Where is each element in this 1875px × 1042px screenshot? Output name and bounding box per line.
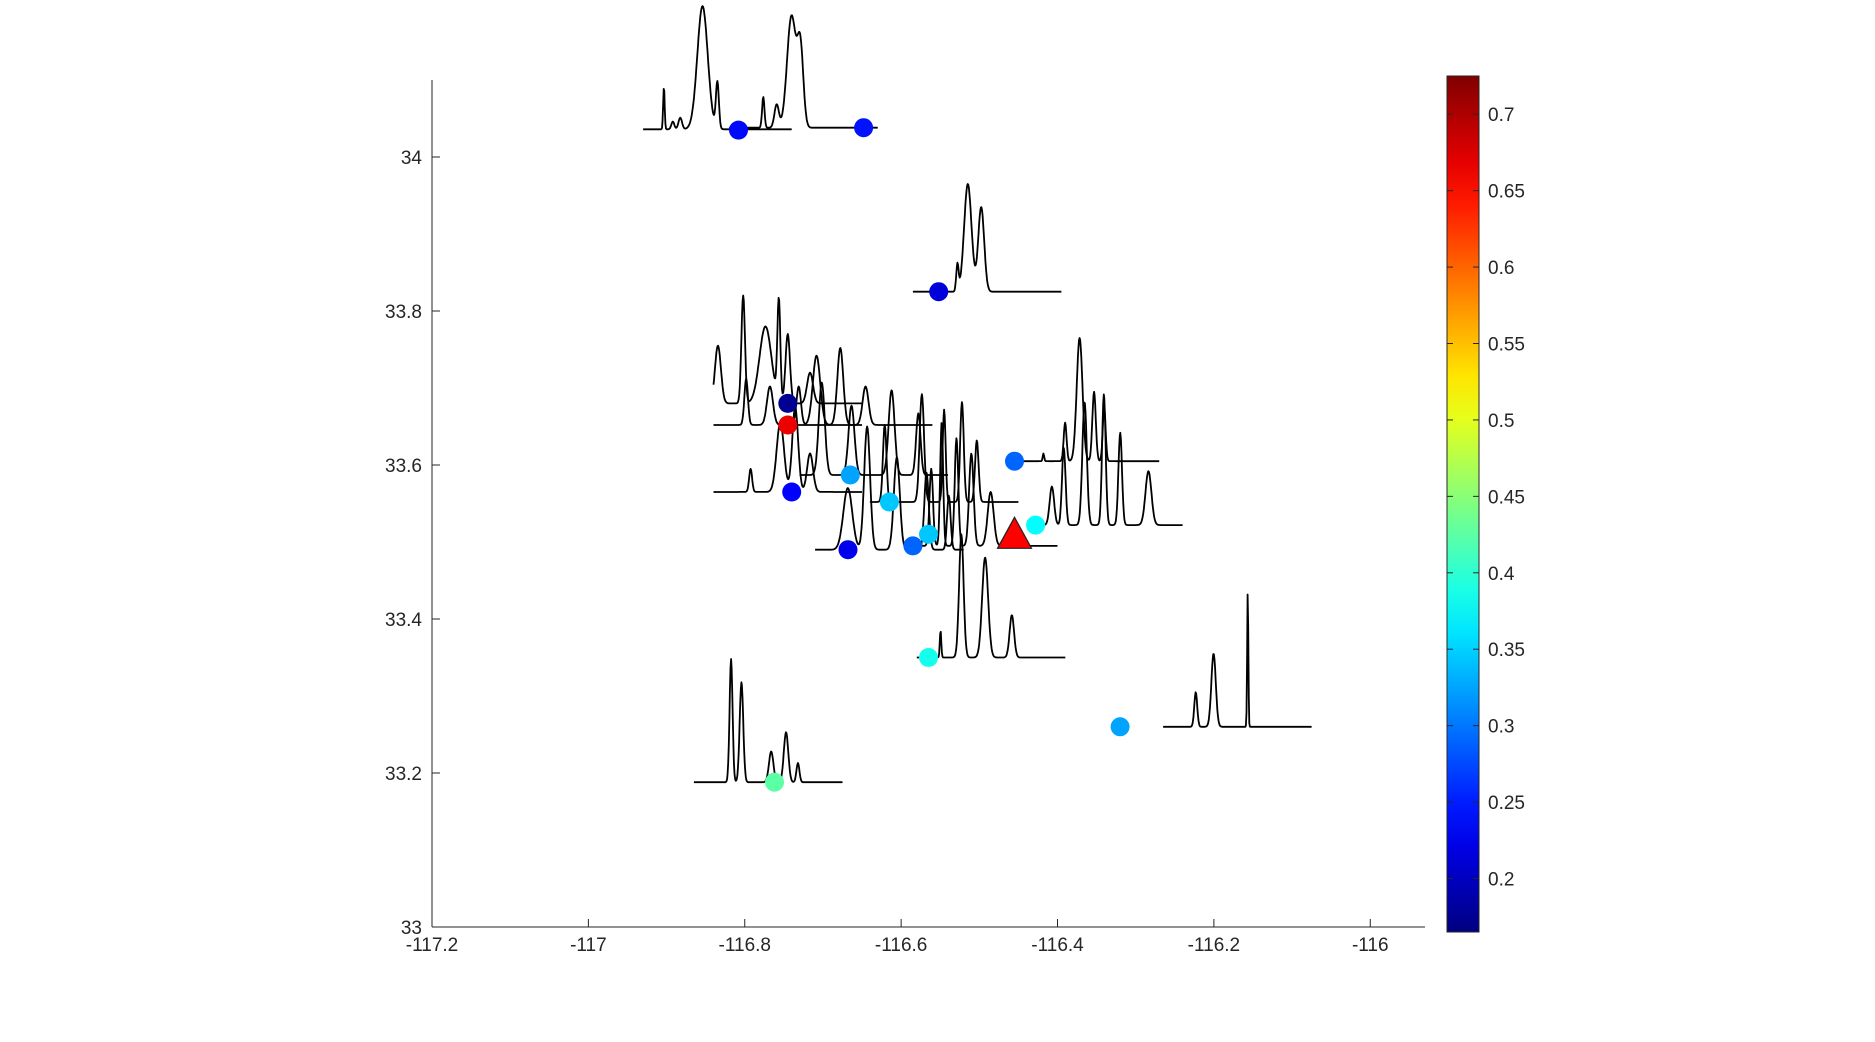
y-tick-label: 33.8 — [385, 302, 422, 323]
colorbar-gradient — [1446, 75, 1480, 933]
y-tick-label: 33 — [401, 918, 422, 939]
waveform-trace-10 — [814, 425, 964, 551]
x-tick-label: -116.8 — [719, 935, 771, 956]
waveform-trace-2 — [728, 14, 878, 129]
x-tick-label: -116.2 — [1188, 935, 1240, 956]
station-marker-10 — [919, 524, 938, 544]
colorbar-tick-label: 0.65 — [1488, 182, 1525, 203]
x-tick-label: -116.4 — [1031, 935, 1084, 956]
colorbar-tick-label: 0.7 — [1488, 105, 1514, 126]
station-marker-3 — [929, 282, 949, 302]
colorbar-tick-label: 0.25 — [1488, 793, 1525, 814]
station-marker-5 — [778, 415, 798, 435]
station-marker-8 — [782, 482, 802, 502]
colorbar-tick-label: 0.6 — [1488, 258, 1514, 279]
waveform-trace-15 — [1162, 593, 1312, 728]
station-marker-11 — [903, 536, 923, 556]
colorbar-tick-label: 0.55 — [1488, 335, 1525, 356]
waveform-trace-6 — [783, 347, 933, 426]
x-tick-label: -117 — [570, 935, 607, 956]
waveform-trace-16 — [693, 658, 843, 784]
epicenter-triangle — [996, 516, 1033, 549]
colorbar: 0.2 0.25 0.3 0.35 0.4 0.45 0.5 0.55 0.6 0.65 0.7 — [1446, 75, 1525, 933]
x-tick-label: -116 — [1352, 935, 1389, 956]
y-tick-label: 33.2 — [385, 764, 422, 785]
station-markers — [729, 118, 1130, 792]
x-tick-group: -117.2 -117 -116.8 -116.6 -116.4 -116.2 -116 — [406, 919, 1389, 956]
station-marker-6 — [1005, 451, 1024, 471]
colorbar-tick-label: 0.2 — [1488, 870, 1514, 891]
epicenter-marker — [996, 516, 1033, 549]
y-tick-label: 33.6 — [385, 456, 422, 477]
y-tick-group: 33 33.2 33.4 33.6 33.8 34 — [385, 148, 440, 939]
colorbar-tick-label: 0.4 — [1488, 564, 1515, 585]
waveform-trace-11 — [908, 422, 1058, 547]
station-marker-7 — [840, 465, 860, 485]
waveform-trace-8 — [799, 381, 949, 476]
colorbar-tick-group: 0.2 0.25 0.3 0.35 0.4 0.45 0.5 0.55 0.6 0.65 0.7 — [1447, 105, 1525, 891]
station-marker-2 — [854, 118, 874, 138]
station-marker-14 — [919, 648, 938, 667]
map-axes: -117.2 -117 -116.8 -116.6 -116.4 -116.2 -116 3… — [385, 5, 1425, 956]
station-marker-16 — [765, 772, 784, 792]
waveform-trace-1 — [642, 5, 792, 131]
station-marker-15 — [1110, 717, 1130, 737]
x-tick-label: -116.6 — [875, 935, 927, 956]
station-marker-12 — [838, 540, 858, 560]
y-tick-label: 33.4 — [385, 610, 422, 631]
colorbar-tick-label: 0.3 — [1488, 717, 1514, 738]
colorbar-tick-label: 0.35 — [1488, 640, 1525, 661]
colorbar-tick-label: 0.5 — [1488, 411, 1514, 432]
waveform-trace-7 — [713, 406, 863, 493]
station-marker-13 — [1026, 515, 1046, 535]
x-tick-label: -117.2 — [406, 935, 458, 956]
waveform-trace-13 — [1033, 393, 1183, 526]
station-marker-1 — [729, 120, 748, 140]
station-marker-9 — [879, 492, 899, 512]
station-marker-4 — [778, 393, 798, 413]
waveform-trace-14 — [916, 533, 1066, 659]
waveform-trace-4 — [712, 294, 863, 405]
colorbar-tick-label: 0.45 — [1488, 487, 1525, 508]
y-tick-label: 34 — [401, 148, 423, 169]
